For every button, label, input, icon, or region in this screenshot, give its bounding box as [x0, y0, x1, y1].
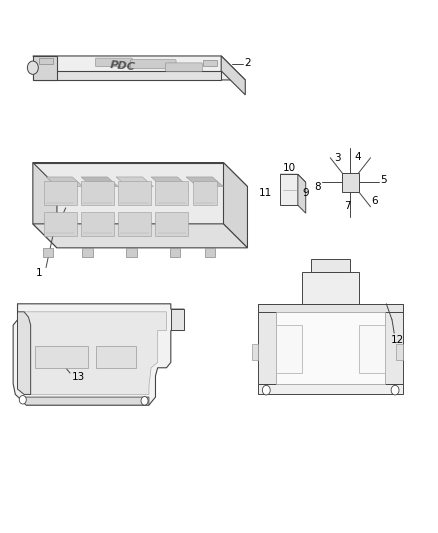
Polygon shape	[223, 163, 247, 248]
FancyBboxPatch shape	[131, 60, 176, 69]
Polygon shape	[221, 56, 245, 95]
Polygon shape	[81, 212, 114, 236]
Polygon shape	[33, 163, 57, 248]
Text: 8: 8	[314, 182, 321, 191]
Polygon shape	[171, 309, 184, 330]
Polygon shape	[81, 181, 114, 205]
Polygon shape	[258, 384, 403, 394]
Polygon shape	[155, 212, 188, 236]
Polygon shape	[151, 177, 188, 187]
Polygon shape	[280, 174, 306, 182]
Polygon shape	[396, 344, 403, 360]
Text: 10: 10	[283, 164, 296, 173]
Polygon shape	[18, 304, 31, 394]
Polygon shape	[35, 346, 88, 368]
Circle shape	[141, 397, 148, 405]
Polygon shape	[118, 212, 151, 236]
Text: 3: 3	[334, 154, 341, 163]
Polygon shape	[33, 71, 221, 80]
Polygon shape	[13, 304, 184, 405]
Text: 2: 2	[244, 58, 251, 68]
Polygon shape	[33, 224, 247, 248]
Polygon shape	[44, 181, 77, 205]
Polygon shape	[258, 304, 403, 312]
Text: 13: 13	[71, 373, 85, 382]
Polygon shape	[193, 181, 217, 205]
Polygon shape	[298, 174, 306, 213]
Ellipse shape	[27, 61, 39, 74]
Polygon shape	[118, 181, 151, 205]
Polygon shape	[21, 397, 149, 405]
Polygon shape	[126, 248, 137, 257]
Text: 12: 12	[391, 335, 404, 345]
Polygon shape	[258, 304, 276, 384]
Polygon shape	[46, 177, 83, 187]
Polygon shape	[33, 163, 247, 187]
Polygon shape	[280, 174, 298, 205]
Polygon shape	[33, 163, 223, 224]
Polygon shape	[170, 248, 180, 257]
Text: 1: 1	[36, 268, 43, 278]
Polygon shape	[39, 58, 53, 64]
Text: 7: 7	[344, 201, 351, 211]
Text: 11: 11	[259, 189, 272, 198]
Polygon shape	[21, 312, 166, 394]
Polygon shape	[385, 304, 403, 384]
Polygon shape	[342, 173, 359, 192]
Polygon shape	[44, 212, 77, 236]
Polygon shape	[96, 346, 136, 368]
Text: PDC: PDC	[110, 60, 136, 72]
Polygon shape	[43, 248, 53, 257]
Polygon shape	[359, 325, 385, 373]
Circle shape	[391, 385, 399, 395]
Text: 5: 5	[380, 175, 387, 185]
Polygon shape	[203, 60, 217, 66]
Polygon shape	[302, 272, 359, 304]
Polygon shape	[205, 248, 215, 257]
Circle shape	[19, 395, 26, 404]
FancyBboxPatch shape	[95, 58, 132, 67]
Polygon shape	[311, 259, 350, 272]
Circle shape	[262, 385, 270, 395]
Polygon shape	[252, 344, 258, 360]
Polygon shape	[116, 177, 153, 187]
FancyBboxPatch shape	[166, 63, 202, 71]
Text: 9: 9	[303, 189, 310, 198]
Polygon shape	[81, 177, 118, 187]
Polygon shape	[186, 177, 223, 187]
Polygon shape	[82, 248, 93, 257]
Text: 6: 6	[371, 197, 378, 206]
Polygon shape	[276, 312, 385, 384]
Polygon shape	[33, 56, 57, 80]
Polygon shape	[276, 325, 302, 373]
Text: 4: 4	[354, 152, 361, 161]
Polygon shape	[33, 56, 245, 80]
Polygon shape	[155, 181, 188, 205]
